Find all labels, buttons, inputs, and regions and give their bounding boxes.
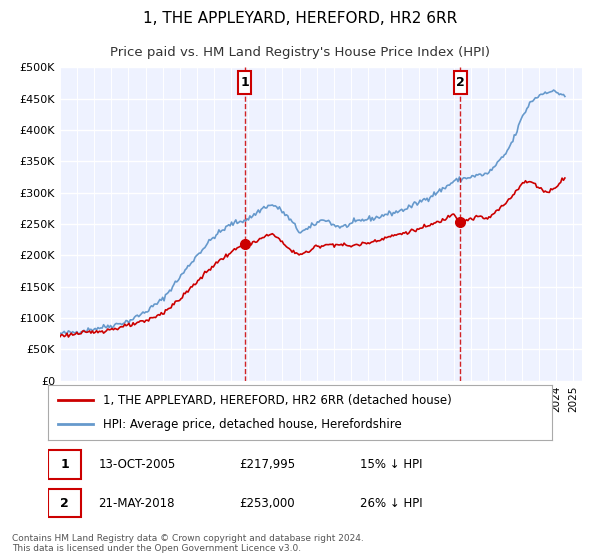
Text: 1, THE APPLEYARD, HEREFORD, HR2 6RR: 1, THE APPLEYARD, HEREFORD, HR2 6RR [143, 11, 457, 26]
Text: 1: 1 [60, 458, 69, 471]
FancyBboxPatch shape [48, 489, 81, 517]
Text: £253,000: £253,000 [239, 497, 295, 510]
FancyBboxPatch shape [454, 71, 467, 94]
Text: 26% ↓ HPI: 26% ↓ HPI [361, 497, 423, 510]
Text: Price paid vs. HM Land Registry's House Price Index (HPI): Price paid vs. HM Land Registry's House … [110, 46, 490, 59]
Text: 1, THE APPLEYARD, HEREFORD, HR2 6RR (detached house): 1, THE APPLEYARD, HEREFORD, HR2 6RR (det… [103, 394, 452, 407]
FancyBboxPatch shape [48, 450, 81, 479]
Text: Contains HM Land Registry data © Crown copyright and database right 2024.
This d: Contains HM Land Registry data © Crown c… [12, 534, 364, 553]
FancyBboxPatch shape [238, 71, 251, 94]
Text: HPI: Average price, detached house, Herefordshire: HPI: Average price, detached house, Here… [103, 418, 402, 431]
Text: 1: 1 [240, 76, 249, 89]
Text: 21-MAY-2018: 21-MAY-2018 [98, 497, 175, 510]
Text: 2: 2 [60, 497, 69, 510]
Text: 15% ↓ HPI: 15% ↓ HPI [361, 458, 423, 471]
Text: 2: 2 [456, 76, 464, 89]
Text: £217,995: £217,995 [239, 458, 296, 471]
Text: 13-OCT-2005: 13-OCT-2005 [98, 458, 176, 471]
